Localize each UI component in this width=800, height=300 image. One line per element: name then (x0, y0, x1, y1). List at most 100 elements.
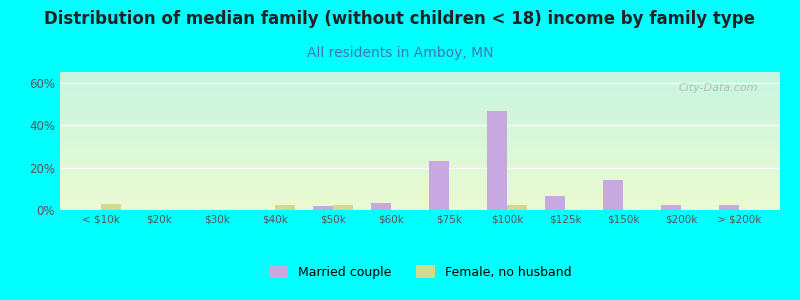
Bar (60, 179, 780, 180)
Bar (60, 134, 780, 135)
Bar (60, 159, 780, 160)
Bar (60, 135, 780, 136)
Bar (60, 192, 780, 193)
Legend: Married couple, Female, no husband: Married couple, Female, no husband (264, 260, 576, 284)
Bar (60, 156, 780, 157)
Bar (60, 154, 780, 155)
Bar (60, 145, 780, 146)
Bar (60, 116, 780, 117)
Bar (275, 205, 295, 210)
Bar (60, 177, 780, 178)
Bar (60, 87, 780, 88)
Bar (60, 91, 780, 92)
Bar (60, 74, 780, 75)
Bar (60, 142, 780, 143)
Bar (60, 198, 780, 199)
Bar (60, 207, 780, 208)
Bar (60, 169, 780, 170)
Bar (60, 152, 780, 153)
Bar (60, 181, 780, 182)
Bar (60, 194, 780, 195)
Bar (60, 141, 780, 142)
Bar (60, 78, 780, 79)
Bar (60, 201, 780, 202)
Bar (60, 196, 780, 197)
Text: Distribution of median family (without children < 18) income by family type: Distribution of median family (without c… (45, 11, 755, 28)
Bar (60, 80, 780, 81)
Bar (60, 185, 780, 186)
Bar (60, 138, 780, 139)
Bar (60, 180, 780, 181)
Bar (60, 97, 780, 98)
Bar (60, 125, 780, 126)
Bar (60, 167, 780, 168)
Bar (60, 203, 780, 204)
Bar (60, 112, 780, 113)
Bar (60, 119, 780, 120)
Bar (60, 206, 780, 207)
Bar (60, 93, 780, 94)
Bar (60, 85, 780, 86)
Bar (60, 130, 780, 131)
Bar (313, 206, 333, 210)
Bar (60, 200, 780, 201)
Bar (60, 197, 780, 198)
Bar (60, 204, 780, 205)
Bar (60, 208, 780, 209)
Bar (60, 162, 780, 163)
Bar (60, 136, 780, 137)
Bar (60, 205, 780, 206)
Bar (60, 170, 780, 171)
Bar (60, 102, 780, 103)
Bar (60, 88, 780, 89)
Bar (60, 128, 780, 129)
Bar (60, 190, 780, 191)
Bar (60, 101, 780, 102)
Bar (60, 108, 780, 109)
Bar (60, 121, 780, 122)
Bar (60, 155, 780, 156)
Bar (429, 161, 449, 210)
Bar (60, 83, 780, 84)
Bar (60, 92, 780, 93)
Bar (60, 144, 780, 145)
Bar (60, 104, 780, 105)
Bar (60, 72, 780, 73)
Bar (60, 140, 780, 141)
Bar (60, 195, 780, 196)
Bar (60, 188, 780, 189)
Bar (370, 202, 391, 210)
Bar (603, 180, 623, 210)
Bar (60, 184, 780, 185)
Bar (60, 77, 780, 78)
Bar (60, 158, 780, 159)
Bar (60, 186, 780, 187)
Bar (60, 149, 780, 150)
Bar (60, 148, 780, 149)
Bar (60, 110, 780, 111)
Bar (60, 76, 780, 77)
Bar (101, 204, 121, 210)
Bar (60, 176, 780, 177)
Bar (60, 100, 780, 101)
Bar (60, 137, 780, 138)
Bar (60, 171, 780, 172)
Bar (507, 205, 527, 210)
Bar (60, 130, 780, 131)
Bar (60, 209, 780, 210)
Bar (60, 183, 780, 184)
Bar (60, 193, 780, 194)
Bar (60, 202, 780, 203)
Bar (60, 160, 780, 161)
Bar (60, 105, 780, 106)
Bar (60, 99, 780, 100)
Bar (60, 150, 780, 151)
Bar (60, 126, 780, 127)
Bar (60, 165, 780, 166)
Bar (60, 173, 780, 174)
Bar (60, 133, 780, 134)
Bar (486, 111, 507, 210)
Bar (60, 123, 780, 124)
Bar (60, 94, 780, 95)
Bar (60, 122, 780, 123)
